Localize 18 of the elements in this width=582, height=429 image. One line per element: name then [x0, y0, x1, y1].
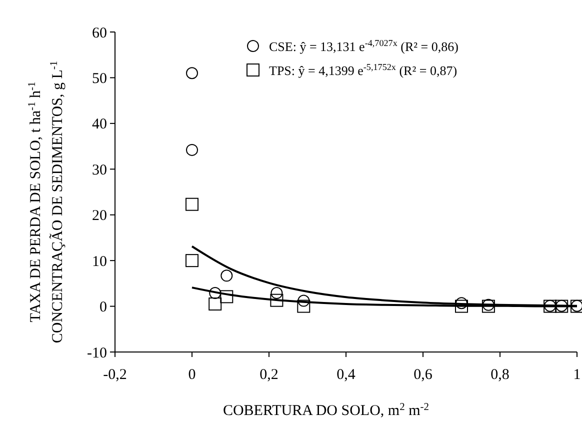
x-tick-label: -0,2: [103, 367, 127, 383]
y-tick-label: 0: [100, 300, 107, 316]
y-tick-label: 60: [92, 25, 107, 42]
legend-label: CSE: ŷ = 13,131 e$^{-4,7027x}$ (R² = 0,86): [269, 38, 458, 54]
y-tick-label: 30: [92, 162, 107, 178]
x-axis-title: COBERTURA DO SOLO, m$^{2}$ m$^{-2}$: [222, 402, 430, 419]
y-tick-label: 40: [92, 116, 107, 133]
y-tick-label: 10: [92, 254, 107, 270]
x-tick-label: 0: [188, 367, 196, 383]
x-tick-label: 0,6: [414, 367, 433, 383]
x-tick-label: 0,2: [260, 367, 278, 383]
legend-label: TPS: ŷ = 4,1399 e$^{-5,1752x}$ (R² = 0,87): [269, 62, 458, 78]
y-tick-label: 20: [92, 208, 107, 224]
x-tick-label: 0,4: [336, 367, 356, 383]
y-tick-label: 50: [92, 70, 107, 87]
y-tick-label: -10: [87, 345, 107, 362]
x-tick-label: 0,8: [490, 367, 510, 383]
x-tick-label: 1: [573, 367, 581, 383]
